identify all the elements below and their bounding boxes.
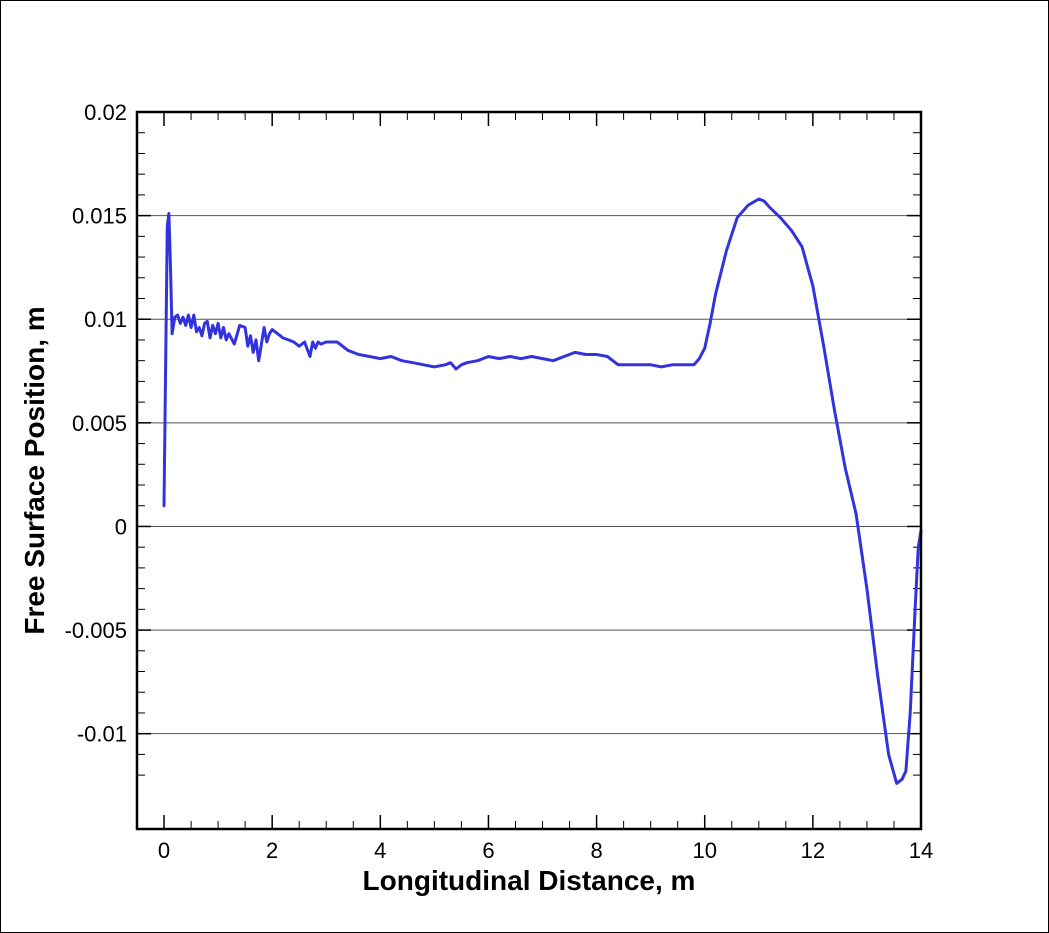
y-tick-label: 0 bbox=[115, 514, 127, 539]
x-tick-label: 6 bbox=[482, 838, 494, 863]
y-tick-label: 0.015 bbox=[72, 204, 127, 229]
gridlines bbox=[137, 215, 921, 735]
x-axis-title: Longitudinal Distance, m bbox=[363, 865, 696, 896]
y-tick-label: -0.01 bbox=[77, 722, 127, 747]
series-layer bbox=[162, 197, 923, 785]
x-tick-label: 10 bbox=[692, 838, 716, 863]
x-tick-label: 12 bbox=[801, 838, 825, 863]
axis-ticks bbox=[136, 111, 922, 829]
series-line bbox=[162, 197, 923, 785]
x-tick-label: 14 bbox=[909, 838, 933, 863]
y-tick-label: 0.02 bbox=[84, 100, 127, 125]
x-tick-label: 4 bbox=[374, 838, 386, 863]
x-tick-label: 0 bbox=[158, 838, 170, 863]
y-tick-label: 0.005 bbox=[72, 411, 127, 436]
x-tick-label: 8 bbox=[590, 838, 602, 863]
y-axis-title: Free Surface Position, m bbox=[19, 306, 50, 634]
y-tick-labels: -0.01 -0.005 0 0.005 0.01 0.015 0.02 bbox=[65, 100, 127, 747]
y-tick-label: -0.005 bbox=[65, 618, 127, 643]
plot-area-border bbox=[135, 110, 923, 831]
y-tick-label: 0.01 bbox=[84, 307, 127, 332]
x-tick-label: 2 bbox=[266, 838, 278, 863]
x-tick-labels: 0 2 4 6 8 10 12 14 bbox=[158, 838, 933, 863]
